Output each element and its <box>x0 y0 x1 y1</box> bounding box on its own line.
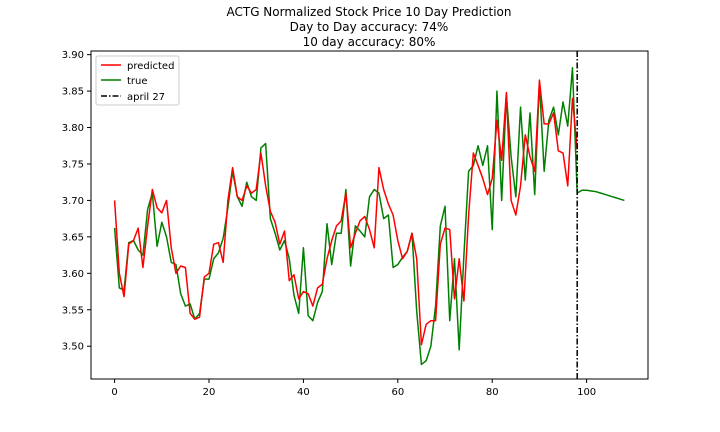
y-tick-label: 3.80 <box>62 123 84 134</box>
x-tick-label: 0 <box>111 387 117 398</box>
y-tick-label: 3.55 <box>62 305 84 316</box>
y-tick-label: 3.70 <box>62 196 84 207</box>
legend-box <box>95 55 180 106</box>
series-line-true <box>113 67 625 366</box>
y-tick-label: 3.75 <box>62 159 84 170</box>
x-axis-ticks: 0 20 40 60 80 100 <box>111 379 596 398</box>
x-tick-label: 80 <box>486 387 499 398</box>
plot-frame <box>90 50 649 380</box>
x-tick-label: 100 <box>577 387 596 398</box>
x-tick-label: 60 <box>391 387 404 398</box>
title-line-2: Day to Day accuracy: 74% <box>290 20 449 34</box>
x-tick-label: 20 <box>203 387 216 398</box>
y-tick-label: 3.85 <box>62 87 84 98</box>
y-tick-label: 3.90 <box>62 50 84 61</box>
y-tick-label: 3.60 <box>62 269 84 280</box>
y-tick-label: 3.50 <box>62 342 84 353</box>
legend-label-april-27: april 27 <box>127 92 165 103</box>
x-tick-label: 40 <box>297 387 310 398</box>
y-axis-ticks: 3.50 3.55 3.60 3.65 3.70 3.75 3.80 3.85 3.90 <box>62 50 91 353</box>
title-line-3: 10 day accuracy: 80% <box>303 35 436 49</box>
legend-label-predicted: predicted <box>127 61 174 72</box>
series-line-predicted <box>113 79 578 346</box>
title-line-1: ACTG Normalized Stock Price 10 Day Predi… <box>226 5 511 19</box>
plot-lines <box>113 51 625 379</box>
legend-label-true: true <box>127 76 148 87</box>
legend: predicted true april 27 <box>95 55 180 106</box>
y-tick-label: 3.65 <box>62 232 84 243</box>
chart-title: ACTG Normalized Stock Price 10 Day Predi… <box>226 5 511 49</box>
